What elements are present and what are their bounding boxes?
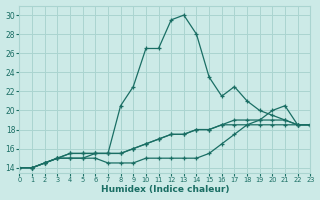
X-axis label: Humidex (Indice chaleur): Humidex (Indice chaleur) (100, 185, 229, 194)
